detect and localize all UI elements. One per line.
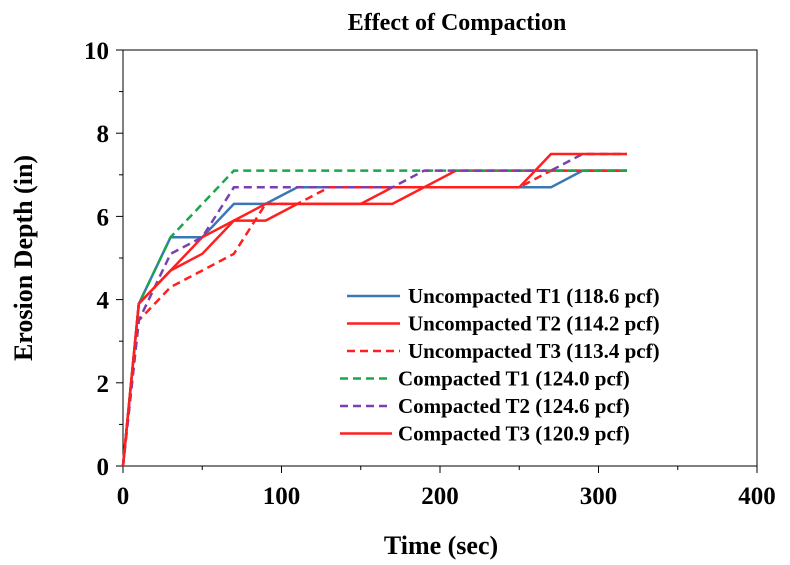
legend-label-4: Compacted T1 (124.0 pcf) — [398, 367, 630, 391]
x-tick-label: 200 — [421, 483, 459, 510]
legend-label-6: Compacted T3 (120.9 pcf) — [398, 422, 630, 446]
series-line-6 — [121, 152, 627, 467]
x-axis-label: Time (sec) — [384, 531, 498, 560]
y-tick-label: 8 — [97, 121, 110, 148]
legend-label-5: Compacted T2 (124.6 pcf) — [398, 394, 630, 418]
y-tick-label: 6 — [97, 204, 110, 231]
x-tick-label: 0 — [117, 483, 130, 510]
series-line-5 — [121, 152, 627, 467]
legend-label-2: Uncompacted T2 (114.2 pcf) — [408, 312, 660, 336]
legend-label-3: Uncompacted T3 (113.4 pcf) — [408, 339, 660, 363]
y-tick-label: 4 — [97, 288, 110, 315]
y-axis-label: Erosion Depth (in) — [9, 155, 38, 361]
y-tick-label: 10 — [84, 38, 109, 65]
y-tick-label: 0 — [97, 454, 110, 481]
y-tick-label: 2 — [97, 371, 110, 398]
x-tick-label: 100 — [263, 483, 301, 510]
chart-title: Effect of Compaction — [348, 10, 567, 36]
x-tick-label: 400 — [738, 483, 776, 510]
legend-label-1: Uncompacted T1 (118.6 pcf) — [408, 284, 660, 308]
plot-area: 0 100 200 300 400 0 2 4 6 8 10 Uncompacted T1 (118.… — [84, 38, 776, 510]
x-tick-label: 300 — [580, 483, 618, 510]
